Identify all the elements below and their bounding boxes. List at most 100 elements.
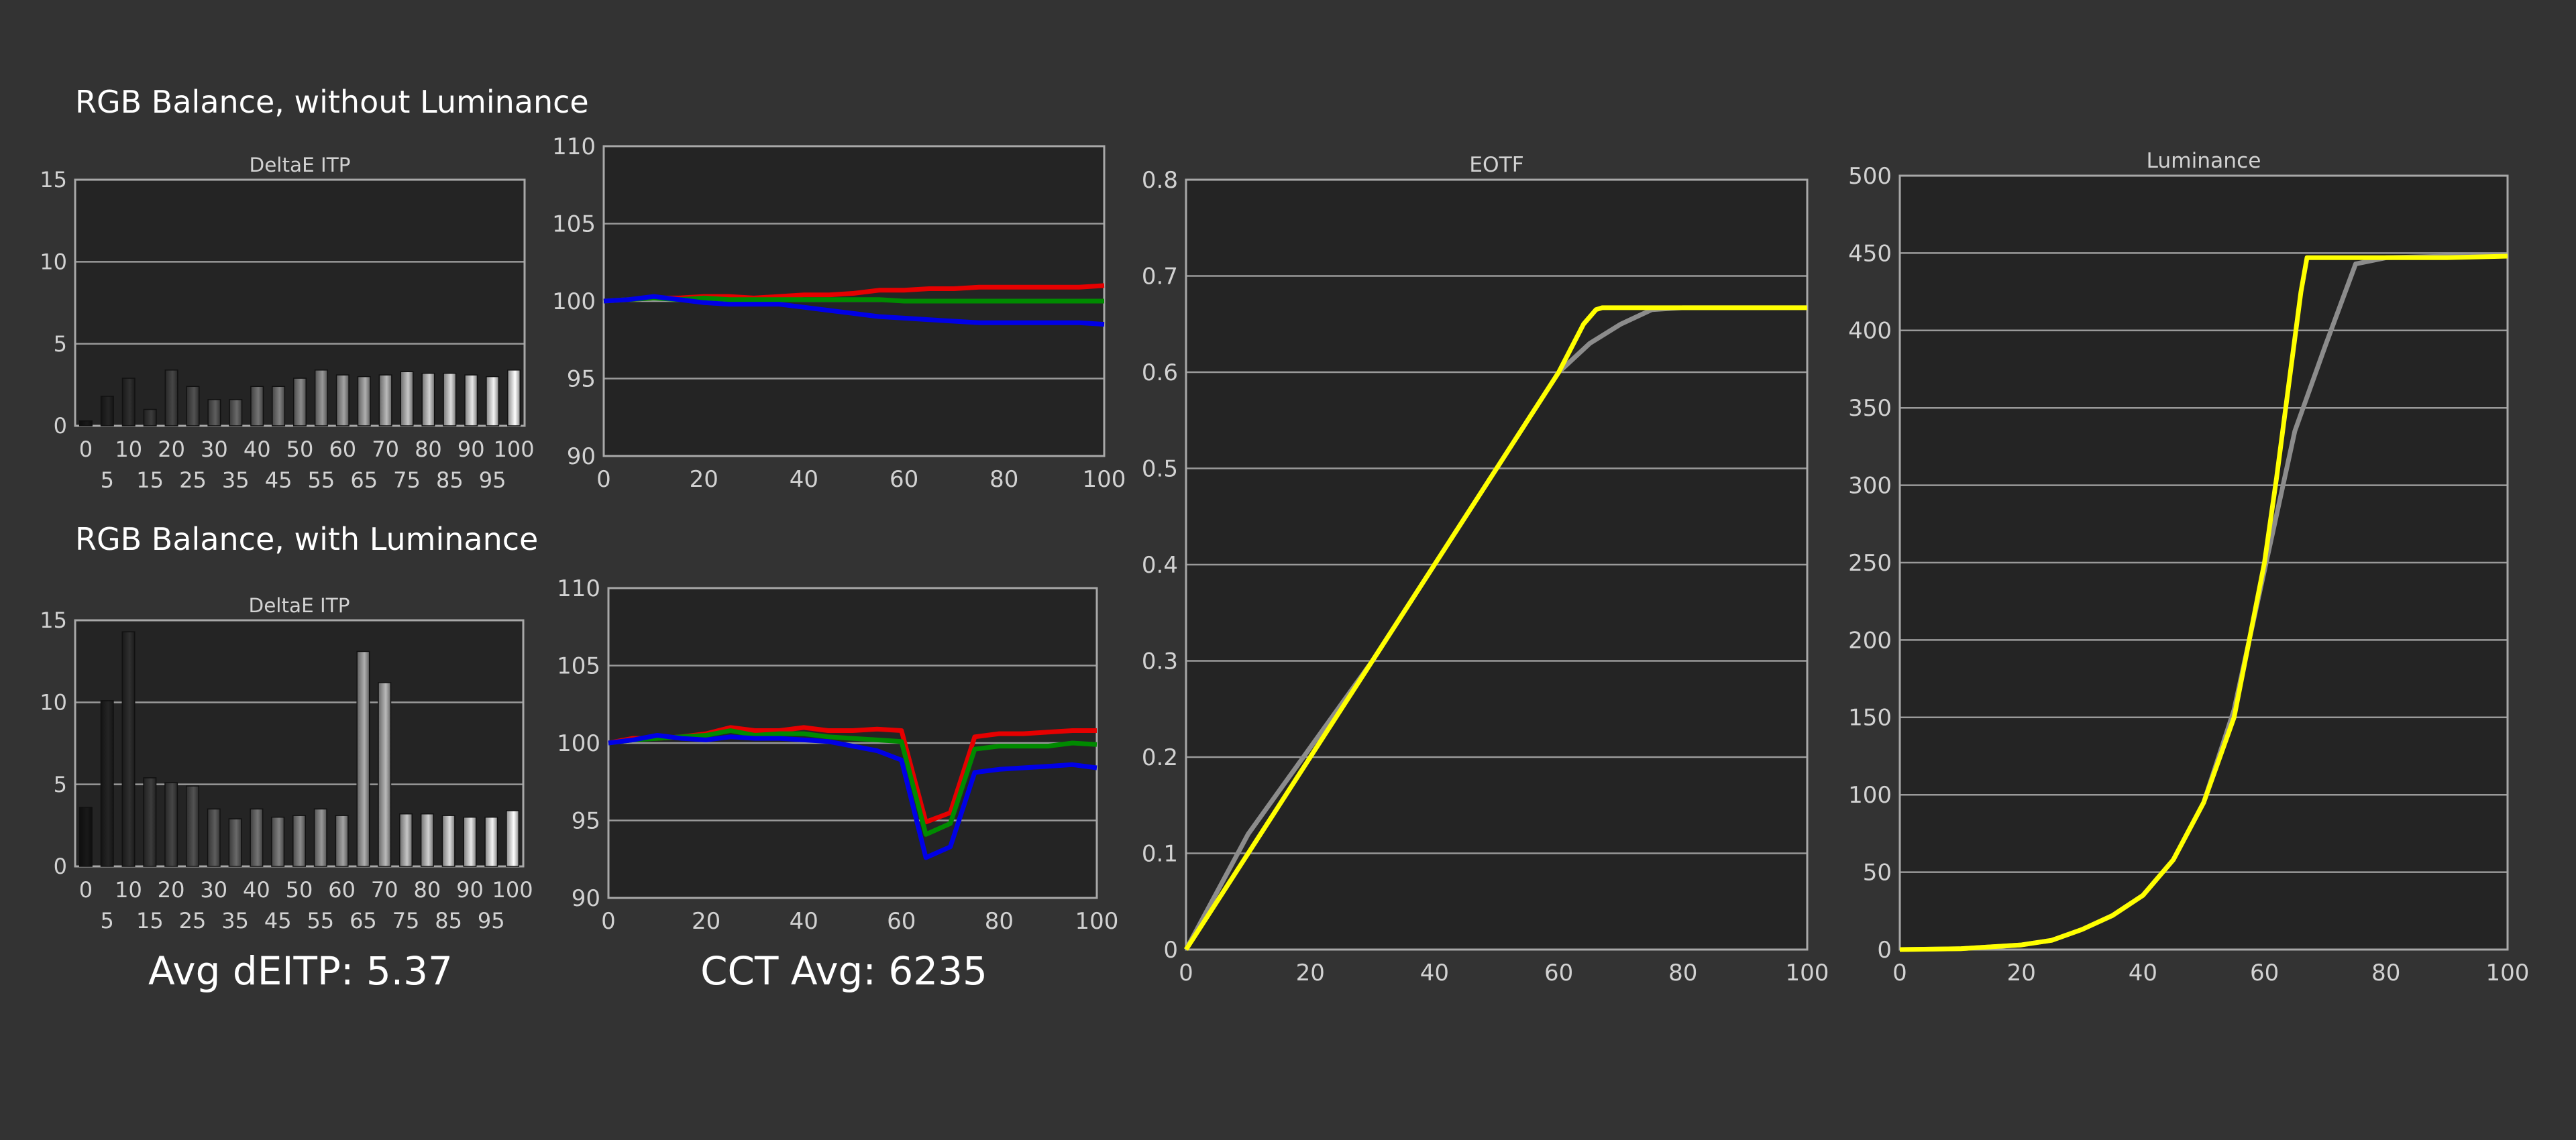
y-tick-label: 110: [557, 575, 600, 602]
x-tick-label: 25: [179, 908, 207, 933]
bar: [399, 813, 413, 867]
series-line-1: [1899, 253, 2508, 952]
x-tick-label: 0: [1179, 960, 1193, 986]
y-tick-label: 105: [557, 652, 600, 679]
bar: [272, 386, 286, 426]
y-tick-label: 95: [567, 365, 596, 392]
y-tick-label: 110: [552, 133, 596, 160]
y-tick-label: 90: [572, 885, 600, 912]
bar: [143, 408, 157, 426]
x-tick-label: 25: [179, 467, 207, 493]
bar: [356, 650, 370, 867]
x-tick-label: 10: [115, 437, 142, 462]
x-tick-label: 20: [158, 877, 185, 903]
chart-title: DeltaE ITP: [250, 154, 351, 176]
x-tick-label: 80: [2371, 960, 2400, 986]
bar: [143, 777, 157, 867]
bar: [464, 374, 478, 426]
y-tick-label: 150: [1848, 705, 1892, 732]
y-tick-label: 0: [1877, 937, 1892, 964]
x-tick-label: 0: [1892, 960, 1907, 986]
series-line-2: [608, 733, 1097, 860]
bar: [421, 372, 435, 426]
y-tick-label: 0.1: [1142, 840, 1178, 867]
x-tick-label: 20: [1296, 960, 1325, 986]
x-tick-label: 15: [136, 908, 164, 933]
y-tick-label: 450: [1848, 240, 1892, 267]
bar: [207, 399, 221, 426]
x-tick-label: 40: [1420, 960, 1449, 986]
bar: [486, 376, 500, 426]
eotf-chart: 0 0.1 0.2 0.3 0.4 0.5 0.6 0.7 0.8 EOTF 0 20 40 60 80 10…: [1142, 153, 1829, 986]
x-tick-label: 60: [329, 437, 356, 462]
bar: [78, 420, 93, 426]
rgb-balance-chart-bottom: 90 95 100 105 110 0 20 40 60 80 100: [557, 575, 1118, 935]
bar: [100, 396, 114, 426]
x-tick-label: 60: [2250, 960, 2279, 986]
y-tick-label: 15: [40, 608, 67, 633]
x-tick-label: 75: [392, 908, 420, 933]
series-line-1: [608, 728, 1097, 837]
y-tick-label: 350: [1848, 395, 1892, 422]
bar: [207, 808, 221, 867]
series-line-2: [603, 294, 1105, 327]
x-tick-label: 70: [372, 437, 399, 462]
x-tick-label: 0: [79, 437, 93, 462]
bar: [378, 682, 392, 867]
bar: [507, 369, 521, 426]
x-tick-label: 60: [887, 908, 916, 935]
x-tick-label: 80: [413, 877, 441, 903]
y-tick-label: 100: [1848, 782, 1892, 809]
y-tick-label: 0.2: [1142, 744, 1178, 771]
x-tick-label: 0: [601, 908, 616, 935]
x-tick-label: 90: [456, 877, 484, 903]
bar: [121, 378, 136, 426]
y-tick-label: 90: [567, 443, 596, 470]
x-tick-label: 50: [286, 877, 313, 903]
y-tick-label: 105: [552, 211, 596, 237]
y-tick-label: 0: [54, 413, 67, 439]
y-tick-label: 5: [54, 772, 67, 797]
bar: [420, 813, 434, 867]
y-tick-label: 10: [40, 690, 67, 716]
chart-title: DeltaE ITP: [249, 594, 350, 617]
x-tick-label: 65: [350, 467, 378, 493]
bar: [164, 369, 178, 426]
bar: [357, 376, 371, 426]
x-tick-label: 30: [200, 877, 227, 903]
x-tick-label: 5: [101, 908, 114, 933]
bar: [506, 810, 520, 867]
x-tick-label: 100: [2486, 960, 2530, 986]
x-tick-label: 40: [790, 466, 818, 493]
x-tick-label: 65: [350, 908, 377, 933]
y-tick-label: 0.7: [1142, 263, 1178, 290]
y-tick-label: 100: [557, 730, 600, 757]
x-tick-label: 55: [307, 908, 334, 933]
x-tick-label: 70: [371, 877, 398, 903]
y-tick-label: 0: [54, 854, 67, 879]
y-tick-label: 50: [1863, 860, 1892, 887]
bar: [313, 808, 327, 867]
bar: [292, 815, 306, 867]
x-tick-label: 80: [989, 466, 1018, 493]
bar: [78, 807, 93, 867]
x-tick-label: 85: [435, 908, 462, 933]
x-tick-label: 40: [790, 908, 818, 935]
bar: [271, 816, 285, 867]
x-tick-label: 45: [265, 467, 292, 493]
rgb-balance-chart-top: 90 95 100 105 110 0 20 40 60 80 100: [552, 133, 1126, 493]
x-tick-label: 20: [690, 466, 718, 493]
y-tick-label: 10: [40, 249, 67, 275]
bar: [314, 369, 328, 426]
x-tick-label: 55: [308, 467, 335, 493]
x-tick-label: 35: [221, 908, 249, 933]
bar: [121, 631, 136, 867]
y-tick-label: 0.8: [1142, 167, 1178, 194]
x-tick-label: 40: [243, 877, 270, 903]
bar: [335, 374, 350, 426]
x-tick-label: 95: [478, 908, 505, 933]
bar: [463, 816, 477, 867]
